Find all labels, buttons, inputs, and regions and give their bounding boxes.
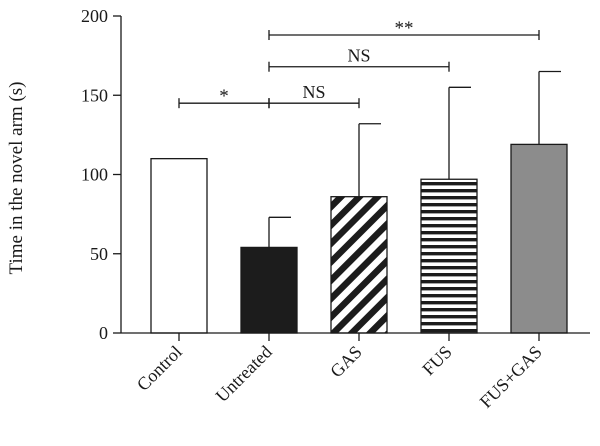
y-tick-label: 150 [81,85,108,105]
x-tick-label: Untreated [212,342,276,406]
y-tick-label: 0 [99,323,108,343]
y-tick-label: 50 [90,244,108,264]
x-tick-label: Control [133,342,186,395]
x-tick-label: FUS+GAS [476,342,546,412]
x-tick-label: FUS [418,342,455,379]
bar-fus-gas [510,143,568,334]
bar-control [150,157,208,334]
significance-label: NS [302,82,325,102]
significance-label: * [219,86,229,107]
significance-label: ** [395,18,414,39]
y-tick-label: 200 [81,6,108,26]
bar-gas [330,196,388,334]
significance-label: NS [347,46,370,66]
bar-fus [420,178,478,334]
y-tick-label: 100 [81,165,108,185]
x-tick-label: GAS [326,342,366,382]
y-axis-label: Time in the novel arm (s) [6,82,27,275]
bar-untreated [240,246,298,334]
